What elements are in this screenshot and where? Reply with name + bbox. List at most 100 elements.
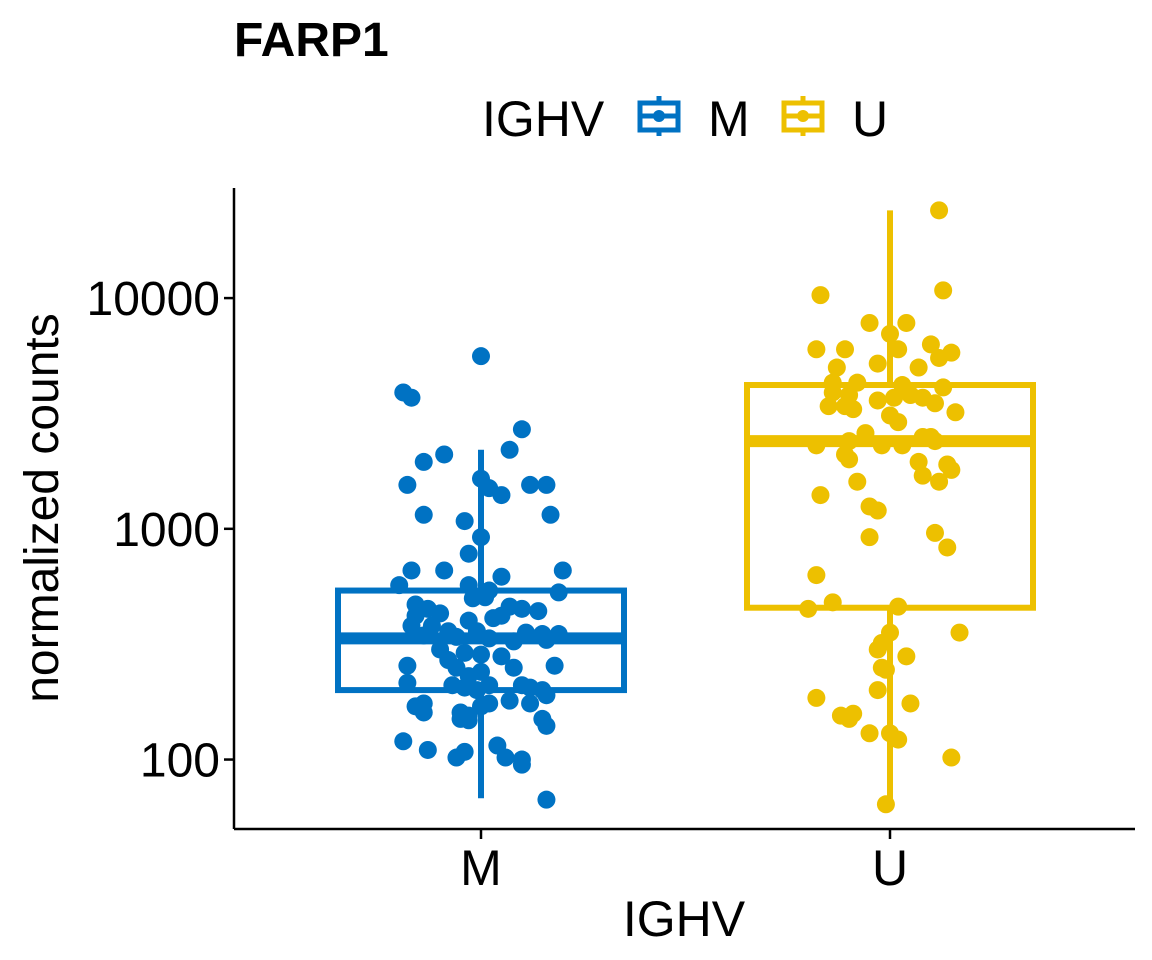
point-m (492, 486, 511, 505)
point-u (938, 538, 957, 557)
y-axis-label: normalized counts (16, 313, 69, 703)
data-points (390, 201, 969, 814)
legend-label-u: U (852, 91, 888, 147)
legend-key-u-point (797, 110, 809, 122)
point-u (868, 391, 887, 410)
x-axis-label: IGHV (623, 891, 746, 947)
point-u (872, 436, 891, 455)
legend-key-m (637, 96, 681, 136)
point-u (885, 388, 904, 407)
y-ticks: 100 1000 10000 (87, 273, 234, 788)
point-u (942, 748, 961, 767)
point-u (807, 340, 826, 359)
point-m (390, 576, 409, 595)
point-m (512, 420, 531, 439)
point-u (807, 436, 826, 455)
point-m (414, 703, 433, 722)
point-m (435, 445, 454, 464)
point-u (799, 599, 818, 618)
chart-title: FARP1 (234, 14, 389, 67)
point-u (930, 472, 949, 491)
point-u (897, 313, 916, 332)
point-m (414, 626, 433, 645)
plot-area (335, 201, 1036, 814)
point-m (512, 599, 531, 618)
point-m (496, 748, 515, 767)
point-u (881, 324, 899, 343)
point-m (537, 790, 556, 809)
point-m (549, 583, 568, 602)
point-m (521, 475, 540, 494)
point-m (472, 645, 490, 664)
point-u (889, 597, 908, 616)
point-m (455, 643, 474, 662)
point-u (934, 378, 953, 397)
point-m (500, 440, 519, 459)
point-u (840, 709, 859, 728)
point-m (545, 656, 564, 675)
box-u (744, 210, 1036, 805)
point-u (807, 688, 826, 707)
point-u (819, 397, 838, 416)
point-m (402, 388, 421, 407)
x-tick-label: M (460, 840, 502, 896)
point-u (938, 455, 957, 474)
point-u (889, 730, 908, 749)
point-u (823, 383, 842, 402)
point-u (893, 436, 912, 455)
point-m (492, 567, 511, 586)
point-m (394, 732, 413, 751)
point-m (398, 475, 417, 494)
point-m (472, 528, 490, 547)
point-u (868, 640, 887, 659)
point-u (860, 313, 879, 332)
point-u (844, 400, 863, 419)
point-u (881, 623, 899, 642)
point-u (848, 472, 867, 491)
point-m (435, 561, 454, 580)
point-m (537, 686, 556, 705)
point-m (512, 755, 531, 774)
y-tick-label: 1000 (113, 504, 220, 557)
y-tick-label: 100 (140, 735, 220, 788)
point-u (946, 403, 965, 422)
legend-key-u (781, 96, 825, 136)
point-m (455, 512, 474, 531)
point-m (398, 656, 417, 675)
point-u (860, 528, 879, 547)
point-u (921, 335, 940, 354)
point-u (811, 486, 830, 505)
point-m (500, 691, 519, 710)
point-u (876, 660, 895, 679)
point-u (840, 450, 859, 469)
point-u (807, 566, 826, 585)
point-m (537, 716, 556, 735)
point-m (476, 588, 495, 607)
boxes (335, 210, 1036, 805)
point-m (414, 452, 433, 471)
point-m (459, 544, 478, 563)
point-m (504, 658, 523, 677)
point-u (934, 281, 953, 300)
point-m (492, 647, 511, 666)
x-tick-label: U (872, 840, 908, 896)
point-u (925, 394, 944, 413)
point-m (402, 561, 421, 580)
point-m (504, 632, 523, 651)
point-u (925, 523, 944, 542)
point-u (856, 424, 875, 443)
point-u (889, 340, 908, 359)
point-u (930, 201, 949, 220)
point-u (901, 694, 920, 713)
point-m (521, 694, 540, 713)
point-u (950, 623, 969, 642)
point-u (868, 501, 887, 520)
legend: IGHV M U (482, 91, 888, 147)
point-u (930, 348, 949, 367)
point-m (472, 347, 490, 366)
point-u (836, 340, 855, 359)
point-u (811, 286, 830, 305)
